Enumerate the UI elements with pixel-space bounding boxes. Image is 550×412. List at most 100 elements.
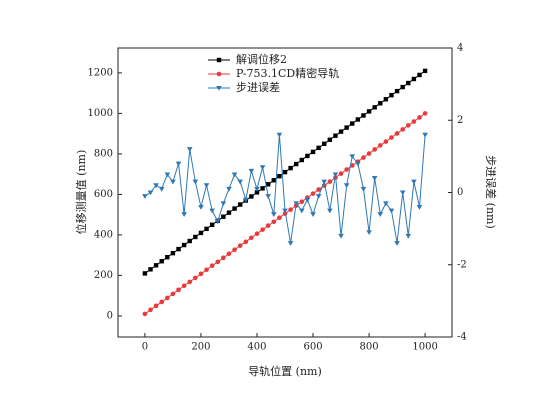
y2-axis-label: 步进误差 (nm)	[484, 155, 498, 229]
marker	[276, 132, 283, 138]
marker	[237, 179, 243, 185]
marker	[153, 303, 159, 309]
marker	[265, 194, 271, 199]
marker	[148, 307, 153, 313]
marker	[175, 161, 182, 167]
marker	[176, 287, 181, 293]
marker	[260, 227, 265, 232]
marker	[350, 121, 355, 126]
marker	[226, 251, 232, 257]
marker	[170, 179, 176, 185]
marker	[176, 246, 181, 252]
marker	[158, 186, 165, 192]
marker	[277, 215, 282, 221]
marker	[417, 115, 422, 120]
marker	[248, 168, 255, 174]
marker	[315, 194, 322, 199]
marker	[254, 231, 260, 237]
x-tick-label: 1000	[412, 342, 437, 353]
marker	[389, 135, 394, 140]
marker	[282, 169, 288, 175]
marker	[383, 201, 389, 207]
marker	[142, 194, 148, 199]
marker	[170, 291, 176, 297]
marker	[181, 212, 187, 217]
y2-tick-label: 4	[457, 43, 463, 54]
marker	[366, 109, 372, 114]
marker	[231, 172, 238, 178]
x-tick-label: 800	[360, 342, 379, 353]
marker	[181, 283, 187, 289]
marker	[216, 71, 222, 77]
marker	[361, 155, 366, 160]
x-tick-label: 600	[303, 342, 322, 353]
legend-label: 步进误差	[236, 80, 280, 94]
marker	[271, 219, 277, 225]
marker	[221, 214, 226, 219]
marker	[406, 80, 411, 86]
marker	[293, 201, 300, 207]
marker	[310, 191, 316, 196]
marker	[344, 125, 349, 130]
marker	[299, 199, 305, 205]
marker	[165, 255, 170, 260]
marker	[287, 241, 294, 246]
marker	[411, 119, 417, 124]
marker	[198, 271, 204, 277]
marker	[322, 141, 327, 146]
y-tick-label: 1000	[88, 108, 113, 119]
marker	[254, 186, 260, 192]
marker	[164, 172, 171, 178]
marker	[153, 263, 159, 268]
marker	[265, 182, 271, 187]
marker	[147, 190, 154, 196]
marker	[372, 147, 377, 152]
marker	[366, 230, 372, 236]
marker	[216, 86, 222, 91]
y2-tick-label: 0	[457, 187, 463, 198]
marker	[254, 190, 260, 195]
series-line	[144, 134, 426, 244]
marker	[378, 101, 383, 106]
marker	[310, 212, 316, 217]
marker	[215, 259, 221, 265]
marker	[226, 186, 232, 192]
marker	[159, 259, 164, 264]
marker	[260, 186, 265, 191]
x-tick-label: 0	[142, 342, 148, 353]
marker	[338, 171, 344, 176]
marker	[187, 238, 192, 244]
marker	[355, 161, 361, 167]
legend-label: P-753.1CD精密导轨	[236, 66, 339, 80]
marker	[411, 76, 417, 82]
y2-tick-label: -4	[457, 332, 467, 343]
marker	[299, 157, 305, 163]
marker	[209, 222, 215, 228]
marker	[186, 147, 193, 152]
marker	[394, 241, 400, 246]
x-tick-label: 200	[191, 342, 210, 353]
marker	[148, 267, 153, 272]
marker	[198, 204, 204, 210]
marker	[411, 179, 417, 185]
marker	[305, 153, 310, 159]
marker	[294, 161, 299, 167]
y-tick-label: 200	[94, 270, 113, 281]
marker	[181, 242, 187, 248]
marker	[383, 139, 389, 144]
marker	[204, 267, 209, 273]
marker	[270, 212, 277, 217]
marker	[187, 279, 193, 285]
marker	[203, 183, 210, 189]
marker	[383, 97, 389, 102]
marker	[417, 72, 422, 78]
marker	[249, 194, 254, 199]
marker	[299, 208, 305, 214]
marker	[400, 127, 405, 132]
marker	[153, 183, 159, 189]
marker	[388, 208, 395, 214]
marker	[159, 299, 165, 305]
marker	[416, 204, 423, 210]
marker	[142, 271, 148, 276]
marker	[310, 149, 316, 155]
